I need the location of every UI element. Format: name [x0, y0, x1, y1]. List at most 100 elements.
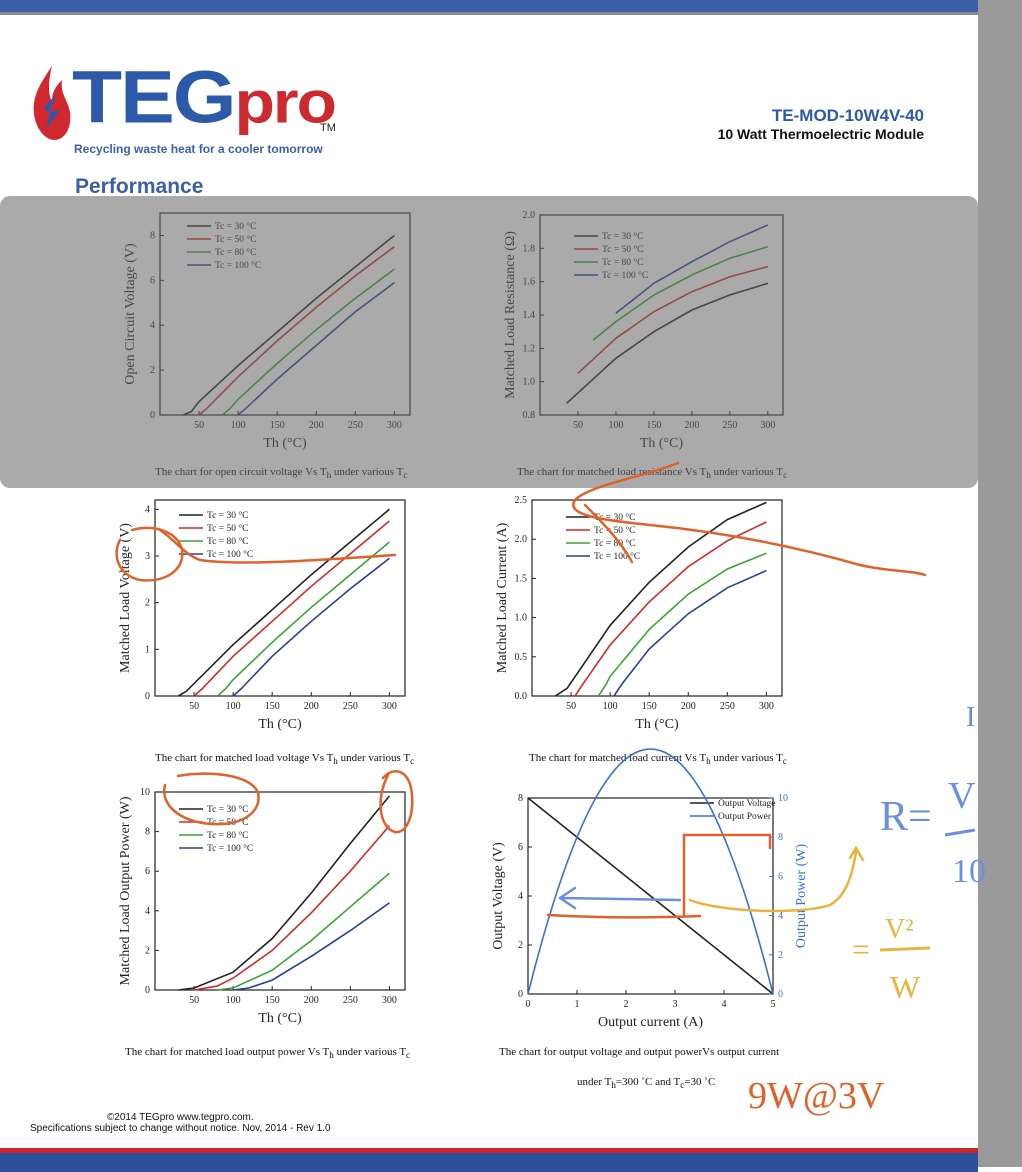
legend-label: Tc = 80 °C — [207, 830, 248, 841]
y-tick-label: 1 — [145, 644, 150, 655]
y-tick-label: 4 — [518, 891, 523, 902]
section-title: Performance — [75, 175, 204, 198]
x-tick-label: 50 — [189, 701, 199, 712]
series-line-2 — [193, 520, 390, 697]
x-tick-label: 150 — [642, 701, 657, 712]
x-tick-label: 4 — [722, 999, 727, 1010]
x-axis-label: Th (°C) — [635, 717, 679, 732]
flame-icon — [33, 66, 71, 140]
x-tick-label: 300 — [382, 701, 397, 712]
tagline: Recycling waste heat for a cooler tomorr… — [74, 142, 323, 156]
y2-tick-label: 10 — [778, 793, 788, 804]
x-tick-label: 300 — [759, 701, 774, 712]
chart-4: 50 100 150 200 250 300 0.0 0.5 1.0 1.5 2.0 2.5 Th (°… — [495, 495, 783, 732]
x-tick-label: 100 — [226, 995, 241, 1006]
y-tick-label: 6 — [145, 866, 150, 877]
tegpro-logo: TEGpro TM Recycling waste heat for a coo… — [30, 57, 350, 159]
chart-caption-3: The chart for matched load voltage Vs Th… — [155, 752, 415, 767]
y-axis-label: Matched Load Voltage (V) — [118, 523, 133, 673]
ink-note-9w3v: 9W@3V — [748, 1075, 885, 1117]
x-tick-label: 150 — [265, 995, 280, 1006]
ink-v2: V² — [885, 914, 914, 945]
legend-label: Tc = 100 °C — [594, 551, 640, 562]
x-tick-label: 1 — [575, 999, 580, 1010]
footer: ©2014 TEGpro www.tegpro.com. Specificati… — [30, 1112, 331, 1134]
legend-label: Tc = 50 °C — [207, 523, 248, 534]
bottom-bar — [0, 1148, 978, 1172]
footer-disclaimer: Specifications subject to change without… — [30, 1123, 331, 1134]
x-tick-label: 200 — [304, 995, 319, 1006]
model-number: TE-MOD-10W4V-40 — [771, 106, 924, 125]
series-line-1 — [178, 795, 391, 991]
series-line-4 — [232, 557, 390, 697]
y-tick-label: 2 — [518, 940, 523, 951]
right-edge — [978, 0, 1022, 1167]
x-tick-label: 100 — [603, 701, 618, 712]
y-tick-label: 3 — [145, 551, 150, 562]
y2-tick-label: 6 — [778, 871, 783, 882]
series-line-2 — [527, 748, 774, 995]
x-axis-label: Th (°C) — [258, 717, 302, 732]
y-tick-label: 10 — [140, 787, 150, 798]
x-tick-label: 0 — [526, 999, 531, 1010]
y-tick-label: 0 — [518, 989, 523, 1000]
x-tick-label: 150 — [265, 701, 280, 712]
y-tick-label: 2 — [145, 598, 150, 609]
x-tick-label: 300 — [382, 995, 397, 1006]
x-tick-label: 50 — [189, 995, 199, 1006]
model-subtitle: 10 Watt Thermoelectric Module — [717, 126, 924, 142]
legend-label: Tc = 100 °C — [207, 843, 253, 854]
legend-label: Tc = 80 °C — [594, 538, 635, 549]
y-tick-label: 4 — [145, 504, 150, 515]
ink-eq: = — [852, 931, 870, 967]
y-tick-label: 6 — [518, 842, 523, 853]
chart-3: 50 100 150 200 250 300 0 1 2 3 4 Th (°C) Matched Loa… — [118, 499, 406, 732]
series-line-3 — [597, 552, 767, 697]
chart-5: 50 100 150 200 250 300 0 2 4 6 8 10 Th (°C) Matched L… — [118, 787, 406, 1026]
logo-pro: pro — [234, 68, 337, 136]
y2-tick-label: 2 — [778, 950, 783, 961]
legend-label: Tc = 30 °C — [594, 512, 635, 523]
x-tick-label: 200 — [304, 701, 319, 712]
y-tick-label: 8 — [145, 827, 150, 838]
x-axis-label: Output current (A) — [598, 1015, 703, 1030]
y2-tick-label: 0 — [778, 989, 783, 1000]
legend-label: Output Voltage — [718, 799, 775, 809]
series-line-1 — [554, 501, 767, 697]
x-tick-label: 250 — [343, 995, 358, 1006]
footer-copyright: ©2014 TEGpro www.tegpro.com. — [106, 1112, 254, 1123]
y2-tick-label: 8 — [778, 832, 783, 843]
legend-label: Tc = 80 °C — [207, 536, 248, 547]
logo-teg: TEG — [72, 56, 237, 139]
y-tick-label: 0 — [145, 985, 150, 996]
x-tick-label: 200 — [681, 701, 696, 712]
legend-label: Output Power — [718, 812, 772, 822]
series-line-1 — [527, 797, 774, 995]
y2-axis-label: Output Power (W) — [794, 844, 809, 949]
series-line-3 — [216, 541, 390, 697]
x-tick-label: 2 — [624, 999, 629, 1010]
series-line-2 — [193, 825, 391, 991]
trademark: TM — [320, 122, 336, 134]
x-tick-label: 250 — [720, 701, 735, 712]
y-tick-label: 2 — [145, 945, 150, 956]
y-tick-label: 1.0 — [515, 613, 528, 624]
ink-i-top: I — [966, 702, 975, 733]
chart-caption-4: The chart for matched load current Vs Th… — [529, 752, 787, 767]
y-tick-label: 1.5 — [515, 573, 528, 584]
series-line-4 — [613, 569, 767, 697]
chart-caption-6: The chart for output voltage and output … — [499, 1046, 780, 1058]
ink-v-top: V — [948, 775, 976, 817]
y-axis-label: Matched Load Current (A) — [495, 522, 510, 673]
x-tick-label: 50 — [566, 701, 576, 712]
y-tick-label: 2.5 — [515, 495, 528, 506]
ink-r-formula: R= — [880, 794, 932, 840]
y-tick-label: 0.5 — [515, 652, 528, 663]
legend-label: Tc = 50 °C — [207, 817, 248, 828]
model-block: TE-MOD-10W4V-40 10 Watt Thermoelectric M… — [718, 106, 924, 142]
series-line-3 — [217, 872, 390, 991]
chart-caption-6-line2: under Th=300 ˚C and Tc=30 ˚C — [577, 1076, 716, 1091]
legend-label: Tc = 100 °C — [207, 549, 253, 560]
y-tick-label: 4 — [145, 906, 150, 917]
